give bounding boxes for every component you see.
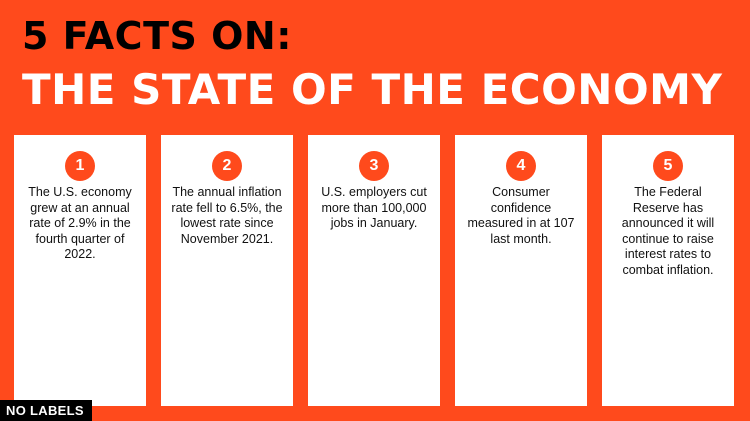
fact-cards: 1 The U.S. economy grew at an annual rat… [14,135,736,406]
fact-text: The annual inflation rate fell to 6.5%, … [171,185,283,246]
fact-card-1: 1 The U.S. economy grew at an annual rat… [14,135,146,406]
page-title: THE STATE OF THE ECONOMY [22,65,723,114]
fact-text: The U.S. economy grew at an annual rate … [28,185,132,261]
number-badge: 2 [212,151,242,181]
number-badge: 4 [506,151,536,181]
fact-text: U.S. employers cut more than 100,000 job… [321,185,427,230]
fact-card-5: 5 The Federal Reserve has announced it w… [602,135,734,406]
number-badge: 5 [653,151,683,181]
title-line-1: 5 FACTS ON: [22,14,292,58]
no-labels-logo: NO LABELS [0,400,92,421]
fact-card-3: 3 U.S. employers cut more than 100,000 j… [308,135,440,406]
fact-card-4: 4 Consumer confidence measured in at 107… [455,135,587,406]
number-badge: 1 [65,151,95,181]
fact-text: Consumer confidence measured in at 107 l… [467,185,575,246]
fact-text: The Federal Reserve has announced it wil… [621,185,715,277]
number-badge: 3 [359,151,389,181]
fact-card-2: 2 The annual inflation rate fell to 6.5%… [161,135,293,406]
